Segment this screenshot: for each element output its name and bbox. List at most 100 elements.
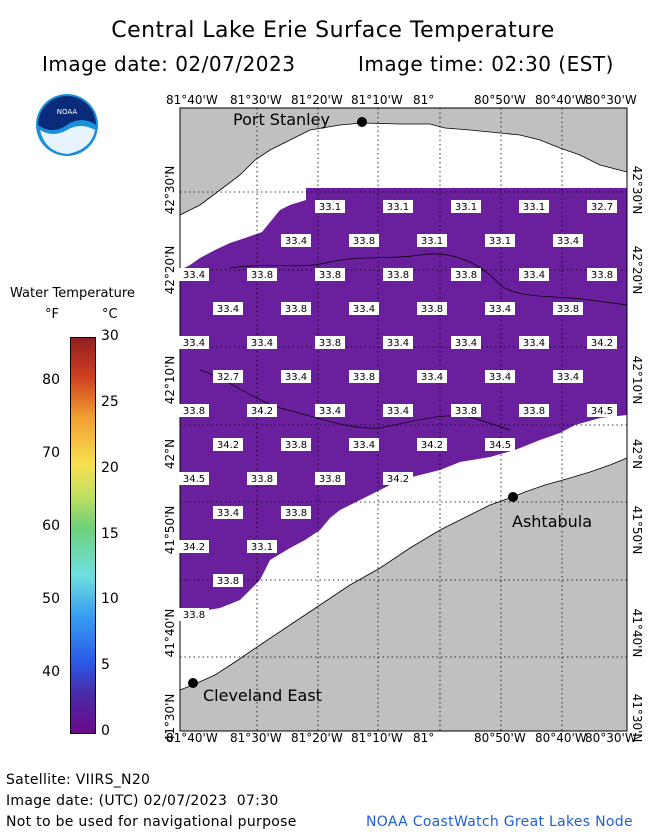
lon-tick-top: 81°10'W [351, 93, 403, 107]
lat-tick-right: 41°40'N [630, 608, 644, 658]
noaa-logo-icon: NOAA [36, 94, 98, 156]
colorbar-tick-c: 25 [101, 393, 119, 410]
temperature-value: 33.4 [557, 372, 579, 383]
lon-tick-bottom: 80°40'W [535, 731, 587, 745]
lat-tick-right: 42°30'N [630, 165, 644, 215]
temperature-value: 34.2 [251, 406, 273, 417]
lon-tick-top: 80°50'W [474, 93, 526, 107]
temperature-label: 33.4 [315, 404, 345, 417]
temperature-label: 33.8 [281, 506, 311, 519]
colorbar-tick-f: 50 [42, 591, 60, 608]
temperature-value: 33.4 [251, 338, 273, 349]
temperature-value: 33.8 [183, 610, 205, 621]
temperature-value: 33.4 [183, 270, 205, 281]
lon-tick-bottom: 81°30'W [230, 731, 282, 745]
temperature-label: 34.2 [587, 336, 617, 349]
temperature-label: 33.4 [519, 268, 549, 281]
temperature-label: 33.1 [451, 200, 481, 213]
temperature-label: 33.1 [417, 234, 447, 247]
temperature-value: 34.2 [591, 338, 613, 349]
temperature-label: 33.8 [349, 370, 379, 383]
lat-tick-left: 42°N [163, 438, 177, 470]
city-ashtabula: Ashtabula [508, 492, 592, 531]
temperature-value: 33.8 [319, 474, 341, 485]
lon-tick-top: 80°30'W [585, 93, 637, 107]
lon-tick-top: 81°40'W [166, 93, 218, 107]
temperature-value: 33.8 [251, 474, 273, 485]
temperature-value: 34.5 [591, 406, 613, 417]
temperature-label: 33.4 [213, 506, 243, 519]
colorbar-tick-c: 10 [101, 591, 119, 608]
temperature-label: 33.4 [417, 370, 447, 383]
temperature-value: 33.1 [387, 202, 409, 213]
temperature-label: 33.4 [349, 438, 379, 451]
lat-tick-left: 42°20'N [163, 245, 177, 295]
temperature-value: 34.2 [387, 474, 409, 485]
temperature-value: 33.8 [557, 304, 579, 315]
city-cleveland-east: Cleveland East [188, 678, 322, 705]
temperature-value: 33.8 [387, 270, 409, 281]
land-south [179, 457, 628, 732]
temperature-label: 34.5 [587, 404, 617, 417]
temperature-value: 33.8 [285, 508, 307, 519]
temperature-label: 33.8 [281, 438, 311, 451]
temperature-value: 33.4 [353, 440, 375, 451]
temperature-value: 33.4 [217, 508, 239, 519]
legend-unit-f: °F [45, 307, 59, 322]
temperature-label: 33.4 [553, 370, 583, 383]
temperature-label: 34.2 [247, 404, 277, 417]
temperature-label: 33.8 [315, 268, 345, 281]
temperature-label: 34.2 [383, 472, 413, 485]
temperature-label: 33.8 [417, 302, 447, 315]
temperature-label: 33.1 [519, 200, 549, 213]
lat-tick-right: 42°N [630, 438, 644, 470]
lat-tick-left: 41°40'N [163, 608, 177, 658]
temperature-label: 33.8 [349, 234, 379, 247]
image-time: Image time: 02:30 (EST) [358, 52, 614, 76]
temperature-value: 33.1 [421, 236, 443, 247]
temperature-label: 33.8 [315, 336, 345, 349]
temperature-label: 33.4 [281, 234, 311, 247]
legend-title: Water Temperature [10, 286, 135, 301]
temperature-value: 33.8 [319, 338, 341, 349]
legend-unit-c: °C [102, 307, 118, 322]
lat-tick-right: 42°20'N [630, 245, 644, 295]
temperature-label: 33.8 [315, 472, 345, 485]
temperature-label: 33.4 [179, 336, 209, 349]
temperature-label: 33.4 [553, 234, 583, 247]
temperature-label: 33.8 [451, 268, 481, 281]
colorbar-tick-f: 60 [42, 518, 60, 535]
lat-tick-left: 41°50'N [163, 505, 177, 555]
temperature-value: 33.8 [217, 576, 239, 587]
temperature-label: 34.2 [179, 540, 209, 553]
lat-tick-left: 42°10'N [163, 355, 177, 405]
temperature-value: 34.5 [489, 440, 511, 451]
lon-tick-bottom: 80°50'W [474, 731, 526, 745]
temperature-value: 34.2 [421, 440, 443, 451]
temperature-value: 33.4 [387, 406, 409, 417]
temperature-value: 33.4 [523, 270, 545, 281]
credit-link[interactable]: NOAA CoastWatch Great Lakes Node [366, 814, 633, 830]
temperature-value: 33.4 [557, 236, 579, 247]
temperature-value: 33.1 [319, 202, 341, 213]
temperature-value: 32.7 [591, 202, 613, 213]
temperature-label: 34.5 [179, 472, 209, 485]
temperature-label: 33.4 [349, 302, 379, 315]
lat-tick-right: 41°50'N [630, 505, 644, 555]
temperature-value: 34.2 [183, 542, 205, 553]
temperature-labels: 33.1 33.1 33.1 33.1 32.7 33.4 33.8 33.1 33.1 33.4… [179, 200, 617, 621]
temperature-value: 33.8 [285, 304, 307, 315]
image-date: Image date: 02/07/2023 [42, 52, 296, 76]
city-port-stanley: Port Stanley [233, 110, 367, 129]
temperature-value: 33.4 [285, 236, 307, 247]
temperature-label: 33.4 [519, 336, 549, 349]
temperature-label: 33.8 [247, 268, 277, 281]
temperature-label: 33.8 [213, 574, 243, 587]
temperature-value: 33.4 [319, 406, 341, 417]
temperature-label: 33.4 [213, 302, 243, 315]
temperature-label: 33.4 [485, 370, 515, 383]
temperature-label: 33.4 [179, 268, 209, 281]
satellite-info: Satellite: VIIRS_N20 [6, 772, 151, 788]
lat-tick-left: 41°30'N [163, 693, 177, 743]
